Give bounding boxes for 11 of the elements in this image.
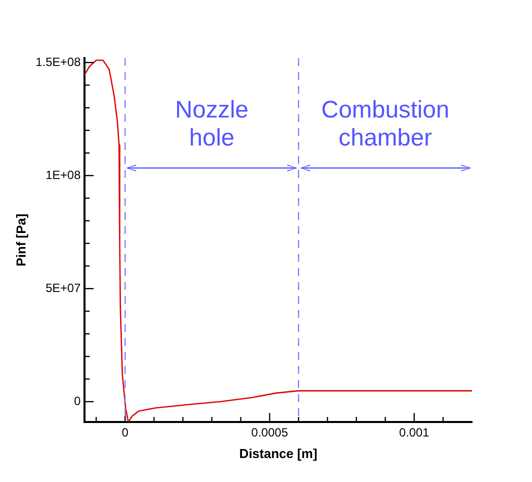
- y-tick-label: 5E+07: [46, 280, 81, 295]
- y-axis-title: Pinf [Pa]: [13, 214, 28, 266]
- y-tick-label: 0: [74, 394, 81, 408]
- annotation: Nozzle hole: [175, 96, 249, 152]
- y-tick-label: 1E+08: [46, 168, 81, 182]
- x-axis-title: Distance [m]: [239, 446, 318, 461]
- annotation: Combustion chamber: [321, 96, 450, 152]
- x-tick-label: 0.001: [399, 426, 430, 440]
- y-tick-label: 1.5E+08: [36, 54, 81, 69]
- x-tick-label: 0.0005: [251, 426, 288, 440]
- x-tick-label: 0: [122, 426, 129, 440]
